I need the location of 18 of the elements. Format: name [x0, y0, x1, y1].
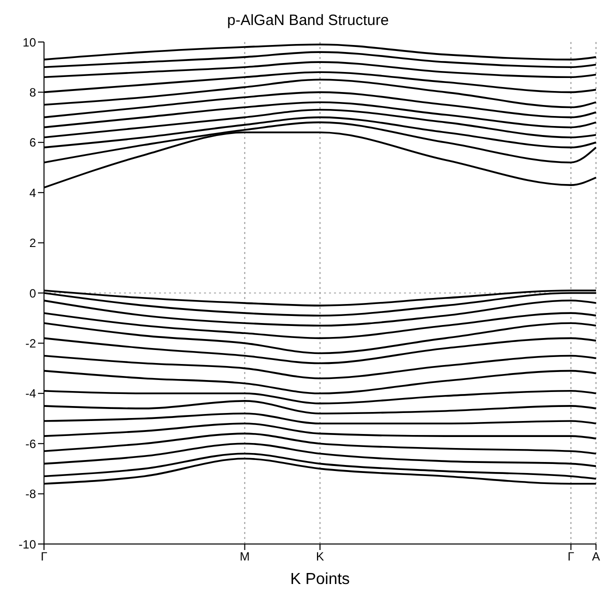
y-tick-label: 2 [29, 236, 36, 250]
y-tick-label: 6 [29, 136, 36, 150]
x-tick-label: K [316, 550, 324, 564]
x-tick-label: M [240, 550, 250, 564]
y-tick-label: 0 [29, 286, 36, 300]
y-tick-label: -4 [25, 386, 36, 401]
y-tick-label: -8 [25, 487, 36, 502]
x-axis-title: K Points [290, 571, 350, 588]
y-tick-label: 8 [29, 85, 36, 100]
y-tick-label: -10 [18, 537, 36, 552]
y-tick-label: 10 [22, 35, 36, 50]
x-tick-label: A [592, 550, 600, 564]
x-tick-label: Γ [568, 550, 575, 564]
y-tick-label: 4 [29, 186, 36, 200]
x-tick-label: Γ [40, 550, 48, 564]
y-tick-label: -6 [25, 436, 36, 451]
chart-title: p-AlGaN Band Structure [226, 11, 390, 31]
y-tick-label: -2 [25, 336, 36, 350]
